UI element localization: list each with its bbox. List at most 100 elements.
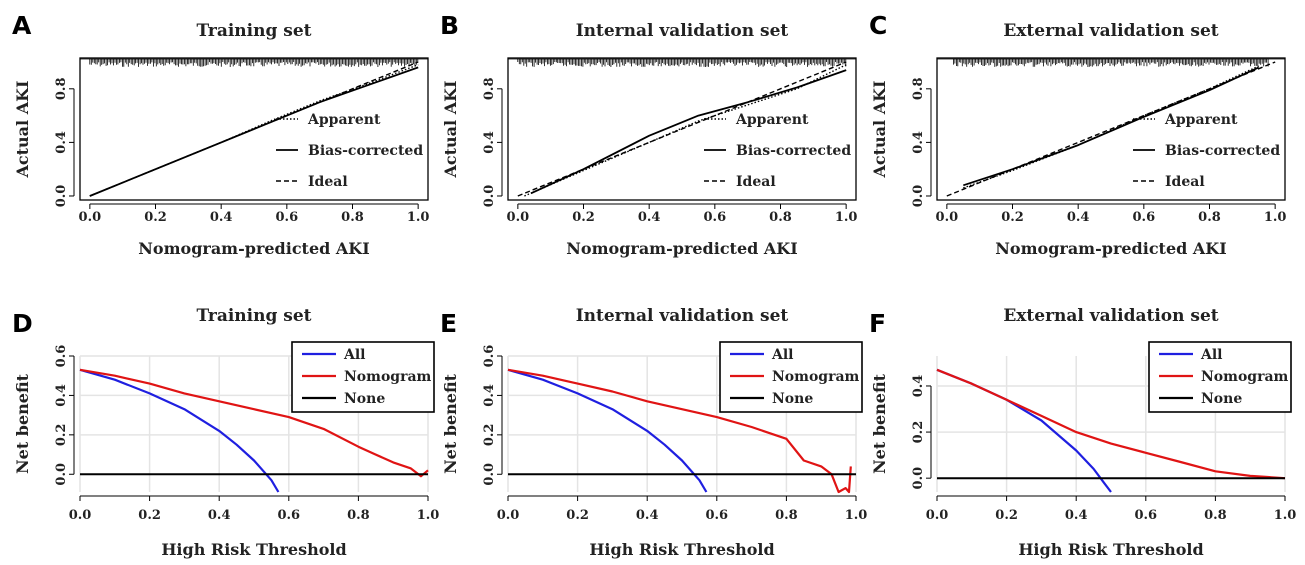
x-tick-label: 0.0 bbox=[69, 508, 92, 523]
x-tick-label: 0.4 bbox=[210, 210, 233, 225]
x-tick-label: 0.8 bbox=[1198, 210, 1221, 225]
y-tick-label: 0.4 bbox=[911, 375, 926, 398]
plot-frame bbox=[507, 57, 857, 201]
y-tick-label: 0.8 bbox=[482, 77, 497, 100]
legend-label: None bbox=[1201, 391, 1242, 407]
x-tick-label: 1.0 bbox=[835, 210, 858, 225]
legend-label: Ideal bbox=[308, 174, 348, 190]
y-tick-label: 0.4 bbox=[54, 131, 69, 154]
panel-letter: E bbox=[440, 309, 457, 338]
x-tick-label: 0.2 bbox=[566, 508, 589, 523]
legend-label: Ideal bbox=[736, 174, 776, 190]
chart-title: Training set bbox=[196, 306, 311, 326]
x-axis-label: Nomogram-predicted AKI bbox=[566, 239, 797, 258]
x-tick-label: 0.0 bbox=[926, 508, 949, 523]
panel-letter: B bbox=[440, 11, 459, 40]
x-tick-label: 0.0 bbox=[507, 210, 530, 225]
x-tick-label: 1.0 bbox=[1274, 508, 1297, 523]
x-tick-label: 0.4 bbox=[638, 210, 661, 225]
panel-d: D Training set 0.0 0.2 0.4 0.6 0.8 1.0 0.0 0.2 0.4… bbox=[12, 306, 439, 559]
x-tick-label: 0.2 bbox=[572, 210, 595, 225]
legend-label: Nomogram bbox=[344, 369, 432, 385]
x-tick-label: 0.8 bbox=[769, 210, 792, 225]
y-tick-label: 0.4 bbox=[54, 384, 69, 407]
legend-label: All bbox=[771, 347, 794, 363]
x-tick-label: 0.4 bbox=[1065, 508, 1088, 523]
y-axis-label: Actual AKI bbox=[13, 81, 32, 179]
rug-marks bbox=[80, 58, 428, 67]
series-line-ideal bbox=[946, 61, 1276, 197]
plot-frame bbox=[79, 57, 429, 201]
legend-label: All bbox=[343, 347, 366, 363]
plot-frame bbox=[936, 57, 1286, 201]
x-tick-label: 0.8 bbox=[347, 508, 370, 523]
legend-label: All bbox=[1200, 347, 1223, 363]
x-tick-label: 1.0 bbox=[407, 210, 430, 225]
y-tick-label: 0.0 bbox=[54, 463, 69, 486]
series-line-all bbox=[936, 368, 1112, 493]
x-tick-label: 0.8 bbox=[775, 508, 798, 523]
x-tick-label: 0.2 bbox=[1001, 210, 1024, 225]
legend-label: Apparent bbox=[1164, 112, 1238, 128]
x-tick-label: 0.6 bbox=[277, 508, 300, 523]
y-tick-label: 0.6 bbox=[482, 345, 497, 368]
x-axis-label: High Risk Threshold bbox=[589, 540, 774, 559]
panel-letter: F bbox=[869, 309, 886, 338]
y-tick-label: 0.2 bbox=[482, 424, 497, 447]
x-axis-label: High Risk Threshold bbox=[1018, 540, 1203, 559]
x-tick-label: 0.8 bbox=[1204, 508, 1227, 523]
panel-letter: A bbox=[12, 11, 32, 40]
panel-b: B Internal validation set 0.0 0.2 0.4 0.6 0.8 1… bbox=[440, 11, 857, 258]
series-line-ideal bbox=[89, 61, 419, 197]
panel-letter: C bbox=[869, 11, 887, 40]
legend-label: Ideal bbox=[1165, 174, 1205, 190]
chart-title: External validation set bbox=[1003, 306, 1218, 326]
rug-marks bbox=[937, 58, 1285, 67]
y-axis-label: Net benefit bbox=[870, 373, 889, 474]
y-tick-label: 0.6 bbox=[54, 345, 69, 368]
x-tick-label: 0.8 bbox=[341, 210, 364, 225]
chart-title: Training set bbox=[196, 21, 311, 41]
chart-title: Internal validation set bbox=[576, 306, 789, 326]
y-tick-label: 0.2 bbox=[911, 421, 926, 444]
x-tick-label: 1.0 bbox=[1264, 210, 1287, 225]
y-tick-label: 0.0 bbox=[482, 463, 497, 486]
x-tick-label: 1.0 bbox=[845, 508, 868, 523]
x-tick-label: 0.4 bbox=[636, 508, 659, 523]
x-tick-label: 0.4 bbox=[1067, 210, 1090, 225]
x-tick-label: 0.2 bbox=[995, 508, 1018, 523]
y-axis-label: Net benefit bbox=[13, 373, 32, 474]
series-line-apparent bbox=[524, 64, 847, 197]
x-tick-label: 0.6 bbox=[1134, 508, 1157, 523]
x-tick-label: 0.2 bbox=[144, 210, 167, 225]
legend-label: Apparent bbox=[307, 112, 381, 128]
panel-a: A Training set 0.0 0.2 0.4 0.6 0.8 1.0 0.0 0.4 0.8… bbox=[12, 11, 429, 258]
panel-f: F External validation set 0.0 0.2 0.4 0.6 0.8 1… bbox=[869, 306, 1296, 559]
rug-marks bbox=[508, 58, 856, 67]
x-tick-label: 0.2 bbox=[138, 508, 161, 523]
x-tick-label: 0.6 bbox=[704, 210, 727, 225]
panel-c: C External validation set 0.0 0.2 0.4 0.6 0.8 1… bbox=[869, 11, 1286, 258]
panel-e: E Internal validation set 0.0 0.2 0.4 0.6 0.8 1… bbox=[440, 306, 867, 559]
x-tick-label: 0.6 bbox=[1133, 210, 1156, 225]
y-tick-label: 0.8 bbox=[911, 77, 926, 100]
x-tick-label: 0.6 bbox=[705, 508, 728, 523]
y-axis-label: Net benefit bbox=[441, 373, 460, 474]
series-line-ideal bbox=[517, 61, 847, 197]
chart-title: External validation set bbox=[1003, 21, 1218, 41]
y-tick-label: 0.4 bbox=[482, 131, 497, 154]
y-axis-label: Actual AKI bbox=[870, 81, 889, 179]
x-tick-label: 0.6 bbox=[276, 210, 299, 225]
x-tick-label: 0.0 bbox=[497, 508, 520, 523]
series-line-nomogram bbox=[507, 368, 852, 494]
series-line-bias-corrected bbox=[963, 66, 1260, 187]
series-line-nomogram bbox=[936, 368, 1286, 480]
legend-label: Bias-corrected bbox=[308, 143, 423, 159]
legend-label: Apparent bbox=[735, 112, 809, 128]
x-axis-label: Nomogram-predicted AKI bbox=[138, 239, 369, 258]
series-line-bias-corrected bbox=[89, 66, 419, 197]
y-axis-label: Actual AKI bbox=[441, 81, 460, 179]
legend-label: Bias-corrected bbox=[1165, 143, 1280, 159]
x-tick-label: 0.0 bbox=[936, 210, 959, 225]
